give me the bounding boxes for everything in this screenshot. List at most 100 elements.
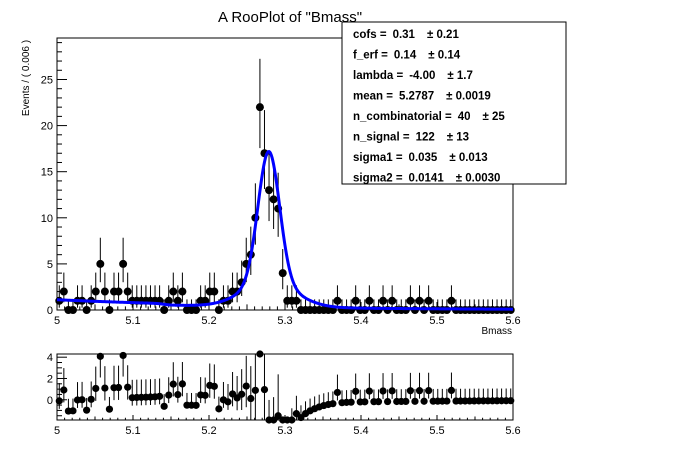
- data-point: [333, 285, 342, 308]
- param-error: ± 25: [483, 111, 506, 123]
- y-tick-label: 10: [41, 213, 53, 225]
- residual-point: [105, 396, 114, 413]
- residual-point: [151, 378, 159, 405]
- data-point: [278, 249, 287, 290]
- residual-point: [443, 388, 451, 405]
- param-value: -4.00: [409, 70, 435, 82]
- residual-point: [352, 373, 360, 400]
- param-error: ± 1.7: [447, 70, 473, 82]
- param-name: sigma1 =: [353, 152, 403, 164]
- data-point: [210, 272, 219, 303]
- data-point: [114, 272, 123, 303]
- residual-point: [133, 379, 141, 406]
- residual-point: [60, 368, 68, 403]
- param-name: lambda =: [353, 70, 403, 82]
- data-point: [110, 272, 118, 303]
- residual-point: [425, 372, 433, 399]
- chart-title: A RooPlot of "Bmass": [218, 9, 362, 26]
- y-tick-label: 0: [47, 395, 53, 407]
- x-tick-label: 5.6: [505, 315, 520, 327]
- y-tick-label: 25: [41, 74, 53, 86]
- x-tick-label: 5.6: [505, 425, 520, 437]
- param-name: f_erf =: [353, 50, 388, 62]
- data-point: [379, 285, 388, 308]
- residual-point: [228, 372, 237, 407]
- residual-point: [242, 355, 250, 408]
- residual-point: [411, 389, 419, 405]
- residual-point: [83, 397, 91, 414]
- data-point: [424, 285, 433, 308]
- residual-point: [288, 408, 296, 424]
- residual-point: [379, 373, 387, 399]
- param-error: ± 0.0030: [456, 173, 501, 185]
- param-value: 5.2787: [399, 91, 434, 103]
- residual-point: [174, 376, 182, 403]
- y-tick-label: 4: [47, 352, 53, 364]
- x-axis-label: Bmass: [481, 326, 512, 337]
- y-axis-label: Events / ( 0.006 ): [21, 40, 32, 116]
- residual-point: [178, 361, 186, 397]
- residual-point: [260, 354, 269, 420]
- residual-point: [55, 383, 63, 409]
- y-tick-label: 15: [41, 167, 53, 179]
- param-value: 0.14: [394, 50, 417, 62]
- param-value: 40: [458, 111, 471, 123]
- residual-point: [110, 365, 118, 401]
- x-tick-label: 5.4: [353, 315, 368, 327]
- residual-point: [124, 365, 132, 400]
- residual-point: [169, 362, 177, 397]
- data-point: [365, 285, 374, 308]
- data-point: [388, 285, 397, 308]
- residual-point: [402, 389, 410, 406]
- residual-point: [507, 388, 515, 405]
- x-tick-label: 5.4: [353, 425, 368, 437]
- residual-point: [96, 352, 104, 378]
- residual-data-points: [55, 350, 515, 424]
- fit-curve: [56, 149, 514, 311]
- param-name: n_signal =: [353, 132, 410, 144]
- data-point: [96, 237, 105, 283]
- param-error: ± 0.013: [449, 152, 487, 164]
- data-point: [406, 285, 415, 308]
- residual-point: [87, 381, 95, 408]
- x-tick-label: 5.5: [429, 425, 444, 437]
- data-point: [351, 285, 360, 308]
- residual-point: [101, 366, 109, 401]
- residual-point: [142, 379, 150, 406]
- param-error: ± 0.14: [428, 50, 460, 62]
- residual-point: [137, 379, 145, 406]
- data-point: [100, 272, 109, 303]
- x-tick-label: 5.2: [201, 425, 216, 437]
- x-tick-label: 5.3: [277, 425, 292, 437]
- data-point: [178, 272, 187, 303]
- residual-point: [128, 379, 136, 406]
- param-value: 0.0141: [409, 173, 445, 185]
- data-point: [269, 162, 278, 229]
- residual-point: [197, 377, 205, 403]
- residual-point: [406, 372, 414, 399]
- y-tick-label: 20: [41, 121, 53, 133]
- param-value: 0.035: [409, 152, 438, 164]
- x-tick-label: 5.1: [125, 425, 140, 437]
- data-point: [265, 151, 274, 222]
- residual-point: [119, 351, 127, 377]
- param-name: mean =: [353, 91, 393, 103]
- residual-point: [374, 389, 383, 406]
- x-tick-label: 5.3: [277, 315, 292, 327]
- x-tick-label: 5: [54, 315, 60, 327]
- residual-point: [73, 382, 82, 408]
- residual-point: [92, 366, 100, 401]
- data-point: [415, 285, 424, 308]
- residual-point: [201, 377, 209, 404]
- param-name: n_combinatorial =: [353, 111, 452, 123]
- residual-point: [361, 389, 369, 406]
- residual-point: [165, 377, 173, 404]
- param-name: cofs =: [353, 29, 387, 41]
- residual-point: [384, 389, 392, 406]
- data-point: [255, 58, 264, 149]
- param-value: 0.31: [393, 29, 416, 41]
- data-point: [169, 272, 178, 303]
- residual-point: [146, 379, 155, 406]
- residual-point: [329, 391, 337, 408]
